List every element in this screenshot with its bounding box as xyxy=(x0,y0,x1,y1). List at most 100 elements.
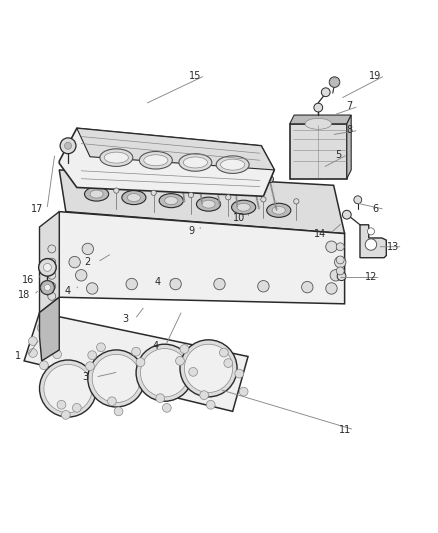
Circle shape xyxy=(28,349,37,357)
Circle shape xyxy=(82,243,93,255)
Circle shape xyxy=(248,173,255,180)
Circle shape xyxy=(37,324,46,333)
Circle shape xyxy=(39,259,56,276)
Circle shape xyxy=(88,350,145,407)
Circle shape xyxy=(219,348,228,357)
Polygon shape xyxy=(359,225,385,258)
Circle shape xyxy=(151,190,156,196)
Circle shape xyxy=(336,243,343,251)
Polygon shape xyxy=(59,128,274,196)
Ellipse shape xyxy=(216,156,249,173)
Text: 7: 7 xyxy=(345,101,351,111)
Circle shape xyxy=(114,407,123,416)
Circle shape xyxy=(364,239,376,251)
Polygon shape xyxy=(59,170,344,233)
Circle shape xyxy=(336,256,343,264)
Circle shape xyxy=(72,403,81,412)
Polygon shape xyxy=(24,312,247,411)
Circle shape xyxy=(39,360,96,417)
Circle shape xyxy=(313,103,322,112)
Circle shape xyxy=(213,278,225,290)
Polygon shape xyxy=(289,115,350,124)
Text: 3: 3 xyxy=(82,372,88,382)
Circle shape xyxy=(44,285,50,290)
Circle shape xyxy=(43,263,51,271)
Polygon shape xyxy=(39,297,59,361)
Circle shape xyxy=(231,169,238,176)
Text: 11: 11 xyxy=(338,425,350,435)
Circle shape xyxy=(239,387,247,396)
Circle shape xyxy=(86,282,98,294)
Ellipse shape xyxy=(196,197,220,211)
Ellipse shape xyxy=(100,149,132,166)
Circle shape xyxy=(180,340,237,397)
Circle shape xyxy=(57,400,66,409)
Circle shape xyxy=(188,367,197,376)
Circle shape xyxy=(69,256,80,268)
Circle shape xyxy=(367,228,374,235)
Circle shape xyxy=(184,344,232,392)
Circle shape xyxy=(92,354,140,402)
Text: 3: 3 xyxy=(122,314,128,324)
Ellipse shape xyxy=(201,200,215,208)
Circle shape xyxy=(257,280,268,292)
Circle shape xyxy=(336,272,345,280)
Circle shape xyxy=(336,267,343,275)
Circle shape xyxy=(88,351,96,360)
Ellipse shape xyxy=(144,155,167,166)
Ellipse shape xyxy=(164,197,177,205)
Circle shape xyxy=(113,188,119,193)
Ellipse shape xyxy=(104,152,128,163)
Circle shape xyxy=(328,77,339,87)
Ellipse shape xyxy=(266,203,290,217)
Text: 15: 15 xyxy=(189,70,201,80)
Circle shape xyxy=(170,278,181,290)
Text: 18: 18 xyxy=(18,290,30,300)
Circle shape xyxy=(180,345,188,353)
Text: 9: 9 xyxy=(187,227,194,236)
Circle shape xyxy=(136,358,145,367)
Circle shape xyxy=(206,400,215,409)
Ellipse shape xyxy=(159,193,183,208)
Circle shape xyxy=(321,88,329,96)
Polygon shape xyxy=(77,128,274,170)
Circle shape xyxy=(176,160,183,167)
Circle shape xyxy=(40,280,54,295)
Ellipse shape xyxy=(84,187,108,201)
Circle shape xyxy=(131,348,140,356)
Circle shape xyxy=(75,270,87,281)
Circle shape xyxy=(85,362,94,370)
Ellipse shape xyxy=(183,157,207,168)
Circle shape xyxy=(140,349,188,397)
Ellipse shape xyxy=(237,203,250,211)
Circle shape xyxy=(39,361,48,370)
Circle shape xyxy=(234,369,243,378)
Text: 16: 16 xyxy=(22,274,35,285)
Ellipse shape xyxy=(272,206,285,214)
Ellipse shape xyxy=(220,159,244,170)
Circle shape xyxy=(155,394,164,402)
Text: 1: 1 xyxy=(14,351,21,361)
Circle shape xyxy=(266,176,273,183)
Circle shape xyxy=(260,197,265,202)
Text: 10: 10 xyxy=(233,213,245,223)
Polygon shape xyxy=(346,115,350,179)
Circle shape xyxy=(61,410,70,419)
Circle shape xyxy=(225,195,230,200)
Ellipse shape xyxy=(231,200,255,214)
Text: 13: 13 xyxy=(386,242,398,252)
Polygon shape xyxy=(289,124,346,179)
Circle shape xyxy=(64,142,71,149)
Circle shape xyxy=(162,403,171,412)
Circle shape xyxy=(301,281,312,293)
Circle shape xyxy=(48,245,56,253)
Text: 8: 8 xyxy=(345,125,351,135)
Text: 19: 19 xyxy=(368,70,381,80)
Ellipse shape xyxy=(179,154,212,171)
Circle shape xyxy=(28,337,37,345)
Circle shape xyxy=(325,241,336,253)
Ellipse shape xyxy=(139,151,172,169)
Text: 4: 4 xyxy=(155,277,161,287)
Text: 14: 14 xyxy=(314,229,326,239)
Circle shape xyxy=(329,270,341,281)
